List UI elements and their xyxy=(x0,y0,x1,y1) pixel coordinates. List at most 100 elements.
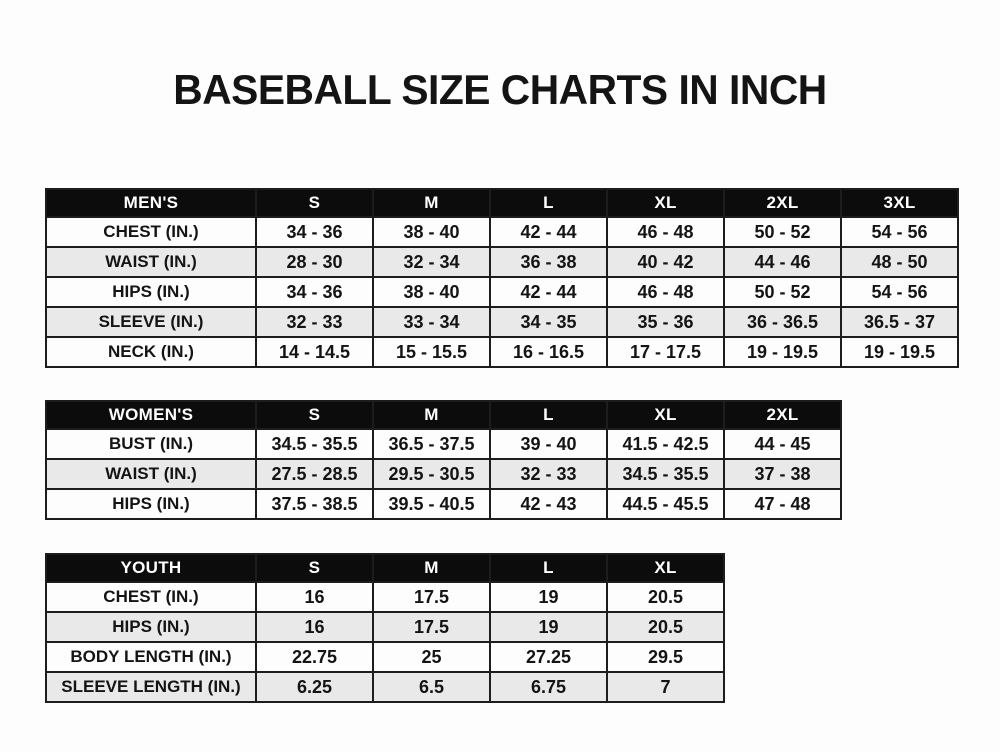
youth-size-value-cell: 17.5 xyxy=(372,581,491,613)
mens-table-row: HIPS (IN.) 34 - 36 38 - 40 42 - 44 46 - 48 50… xyxy=(45,276,959,308)
youth-row-label: CHEST (IN.) xyxy=(45,581,257,613)
mens-size-value-cell: 32 - 33 xyxy=(255,306,374,338)
womens-table-title: WOMEN'S xyxy=(45,400,257,430)
youth-size-value-cell: 22.75 xyxy=(255,641,374,673)
mens-size-value-cell: 35 - 36 xyxy=(606,306,725,338)
youth-size-value-cell: 16 xyxy=(255,611,374,643)
mens-size-column-header: XL xyxy=(606,188,725,218)
mens-row-label: NECK (IN.) xyxy=(45,336,257,368)
mens-size-value-cell: 40 - 42 xyxy=(606,246,725,278)
womens-row-label: HIPS (IN.) xyxy=(45,488,257,520)
mens-size-column-header: 2XL xyxy=(723,188,842,218)
mens-size-column-header: M xyxy=(372,188,491,218)
womens-size-value-cell: 37.5 - 38.5 xyxy=(255,488,374,520)
mens-size-value-cell: 34 - 36 xyxy=(255,276,374,308)
womens-size-value-cell: 39.5 - 40.5 xyxy=(372,488,491,520)
womens-size-value-cell: 34.5 - 35.5 xyxy=(255,428,374,460)
womens-header-row: WOMEN'S S M L XL 2XL xyxy=(45,400,842,430)
mens-size-value-cell: 34 - 36 xyxy=(255,216,374,248)
womens-size-column-header: S xyxy=(255,400,374,430)
womens-size-value-cell: 34.5 - 35.5 xyxy=(606,458,725,490)
youth-size-value-cell: 25 xyxy=(372,641,491,673)
youth-size-value-cell: 16 xyxy=(255,581,374,613)
womens-size-value-cell: 29.5 - 30.5 xyxy=(372,458,491,490)
youth-size-table: YOUTH S M L XL CHEST (IN.) 16 17.5 19 20.5 HIPS (I… xyxy=(45,553,725,703)
mens-size-value-cell: 19 - 19.5 xyxy=(840,336,959,368)
womens-size-value-cell: 32 - 33 xyxy=(489,458,608,490)
womens-size-value-cell: 39 - 40 xyxy=(489,428,608,460)
mens-size-value-cell: 50 - 52 xyxy=(723,276,842,308)
womens-table-row: BUST (IN.) 34.5 - 35.5 36.5 - 37.5 39 - 40 4… xyxy=(45,428,842,460)
mens-size-table: MEN'S S M L XL 2XL 3XL CHEST (IN.) 34 - 36 38 - 4… xyxy=(45,188,959,368)
mens-size-value-cell: 54 - 56 xyxy=(840,216,959,248)
mens-table-row: NECK (IN.) 14 - 14.5 15 - 15.5 16 - 16.5 17 … xyxy=(45,336,959,368)
mens-size-value-cell: 54 - 56 xyxy=(840,276,959,308)
mens-row-label: WAIST (IN.) xyxy=(45,246,257,278)
womens-size-value-cell: 37 - 38 xyxy=(723,458,842,490)
womens-size-value-cell: 44.5 - 45.5 xyxy=(606,488,725,520)
mens-size-value-cell: 15 - 15.5 xyxy=(372,336,491,368)
mens-size-value-cell: 33 - 34 xyxy=(372,306,491,338)
womens-size-value-cell: 41.5 - 42.5 xyxy=(606,428,725,460)
youth-size-value-cell: 29.5 xyxy=(606,641,725,673)
womens-size-value-cell: 27.5 - 28.5 xyxy=(255,458,374,490)
mens-size-value-cell: 38 - 40 xyxy=(372,216,491,248)
womens-row-label: WAIST (IN.) xyxy=(45,458,257,490)
mens-size-value-cell: 42 - 44 xyxy=(489,276,608,308)
youth-size-value-cell: 20.5 xyxy=(606,581,725,613)
mens-size-value-cell: 46 - 48 xyxy=(606,216,725,248)
mens-table-row: CHEST (IN.) 34 - 36 38 - 40 42 - 44 46 - 48 5… xyxy=(45,216,959,248)
youth-size-value-cell: 7 xyxy=(606,671,725,703)
youth-size-column-header: M xyxy=(372,553,491,583)
youth-row-label: SLEEVE LENGTH (IN.) xyxy=(45,671,257,703)
mens-size-value-cell: 36 - 38 xyxy=(489,246,608,278)
youth-table-title: YOUTH xyxy=(45,553,257,583)
mens-size-value-cell: 34 - 35 xyxy=(489,306,608,338)
youth-table-row: BODY LENGTH (IN.) 22.75 25 27.25 29.5 xyxy=(45,641,725,673)
mens-size-value-cell: 36.5 - 37 xyxy=(840,306,959,338)
womens-size-value-cell: 36.5 - 37.5 xyxy=(372,428,491,460)
youth-size-value-cell: 20.5 xyxy=(606,611,725,643)
mens-size-value-cell: 50 - 52 xyxy=(723,216,842,248)
mens-size-value-cell: 42 - 44 xyxy=(489,216,608,248)
mens-size-value-cell: 19 - 19.5 xyxy=(723,336,842,368)
mens-size-value-cell: 14 - 14.5 xyxy=(255,336,374,368)
youth-size-value-cell: 19 xyxy=(489,611,608,643)
youth-header-row: YOUTH S M L XL xyxy=(45,553,725,583)
mens-size-value-cell: 36 - 36.5 xyxy=(723,306,842,338)
youth-size-value-cell: 6.5 xyxy=(372,671,491,703)
mens-size-column-header: S xyxy=(255,188,374,218)
mens-size-value-cell: 28 - 30 xyxy=(255,246,374,278)
youth-size-column-header: S xyxy=(255,553,374,583)
mens-row-label: CHEST (IN.) xyxy=(45,216,257,248)
youth-size-value-cell: 27.25 xyxy=(489,641,608,673)
youth-table-row: SLEEVE LENGTH (IN.) 6.25 6.5 6.75 7 xyxy=(45,671,725,703)
womens-table-row: WAIST (IN.) 27.5 - 28.5 29.5 - 30.5 32 - 33… xyxy=(45,458,842,490)
youth-size-column-header: L xyxy=(489,553,608,583)
mens-size-value-cell: 17 - 17.5 xyxy=(606,336,725,368)
youth-size-value-cell: 17.5 xyxy=(372,611,491,643)
womens-size-value-cell: 44 - 45 xyxy=(723,428,842,460)
mens-size-value-cell: 32 - 34 xyxy=(372,246,491,278)
mens-table-title: MEN'S xyxy=(45,188,257,218)
mens-size-value-cell: 44 - 46 xyxy=(723,246,842,278)
womens-size-column-header: M xyxy=(372,400,491,430)
youth-row-label: BODY LENGTH (IN.) xyxy=(45,641,257,673)
mens-row-label: HIPS (IN.) xyxy=(45,276,257,308)
mens-size-column-header: L xyxy=(489,188,608,218)
mens-size-value-cell: 46 - 48 xyxy=(606,276,725,308)
womens-size-table: WOMEN'S S M L XL 2XL BUST (IN.) 34.5 - 35.5 36.5… xyxy=(45,400,842,520)
youth-size-value-cell: 6.25 xyxy=(255,671,374,703)
youth-table-row: CHEST (IN.) 16 17.5 19 20.5 xyxy=(45,581,725,613)
mens-row-label: SLEEVE (IN.) xyxy=(45,306,257,338)
mens-size-value-cell: 48 - 50 xyxy=(840,246,959,278)
youth-size-value-cell: 6.75 xyxy=(489,671,608,703)
womens-size-value-cell: 47 - 48 xyxy=(723,488,842,520)
youth-row-label: HIPS (IN.) xyxy=(45,611,257,643)
youth-size-column-header: XL xyxy=(606,553,725,583)
mens-table-row: WAIST (IN.) 28 - 30 32 - 34 36 - 38 40 - 42 4… xyxy=(45,246,959,278)
womens-row-label: BUST (IN.) xyxy=(45,428,257,460)
womens-size-column-header: 2XL xyxy=(723,400,842,430)
womens-table-row: HIPS (IN.) 37.5 - 38.5 39.5 - 40.5 42 - 43 4… xyxy=(45,488,842,520)
mens-size-column-header: 3XL xyxy=(840,188,959,218)
